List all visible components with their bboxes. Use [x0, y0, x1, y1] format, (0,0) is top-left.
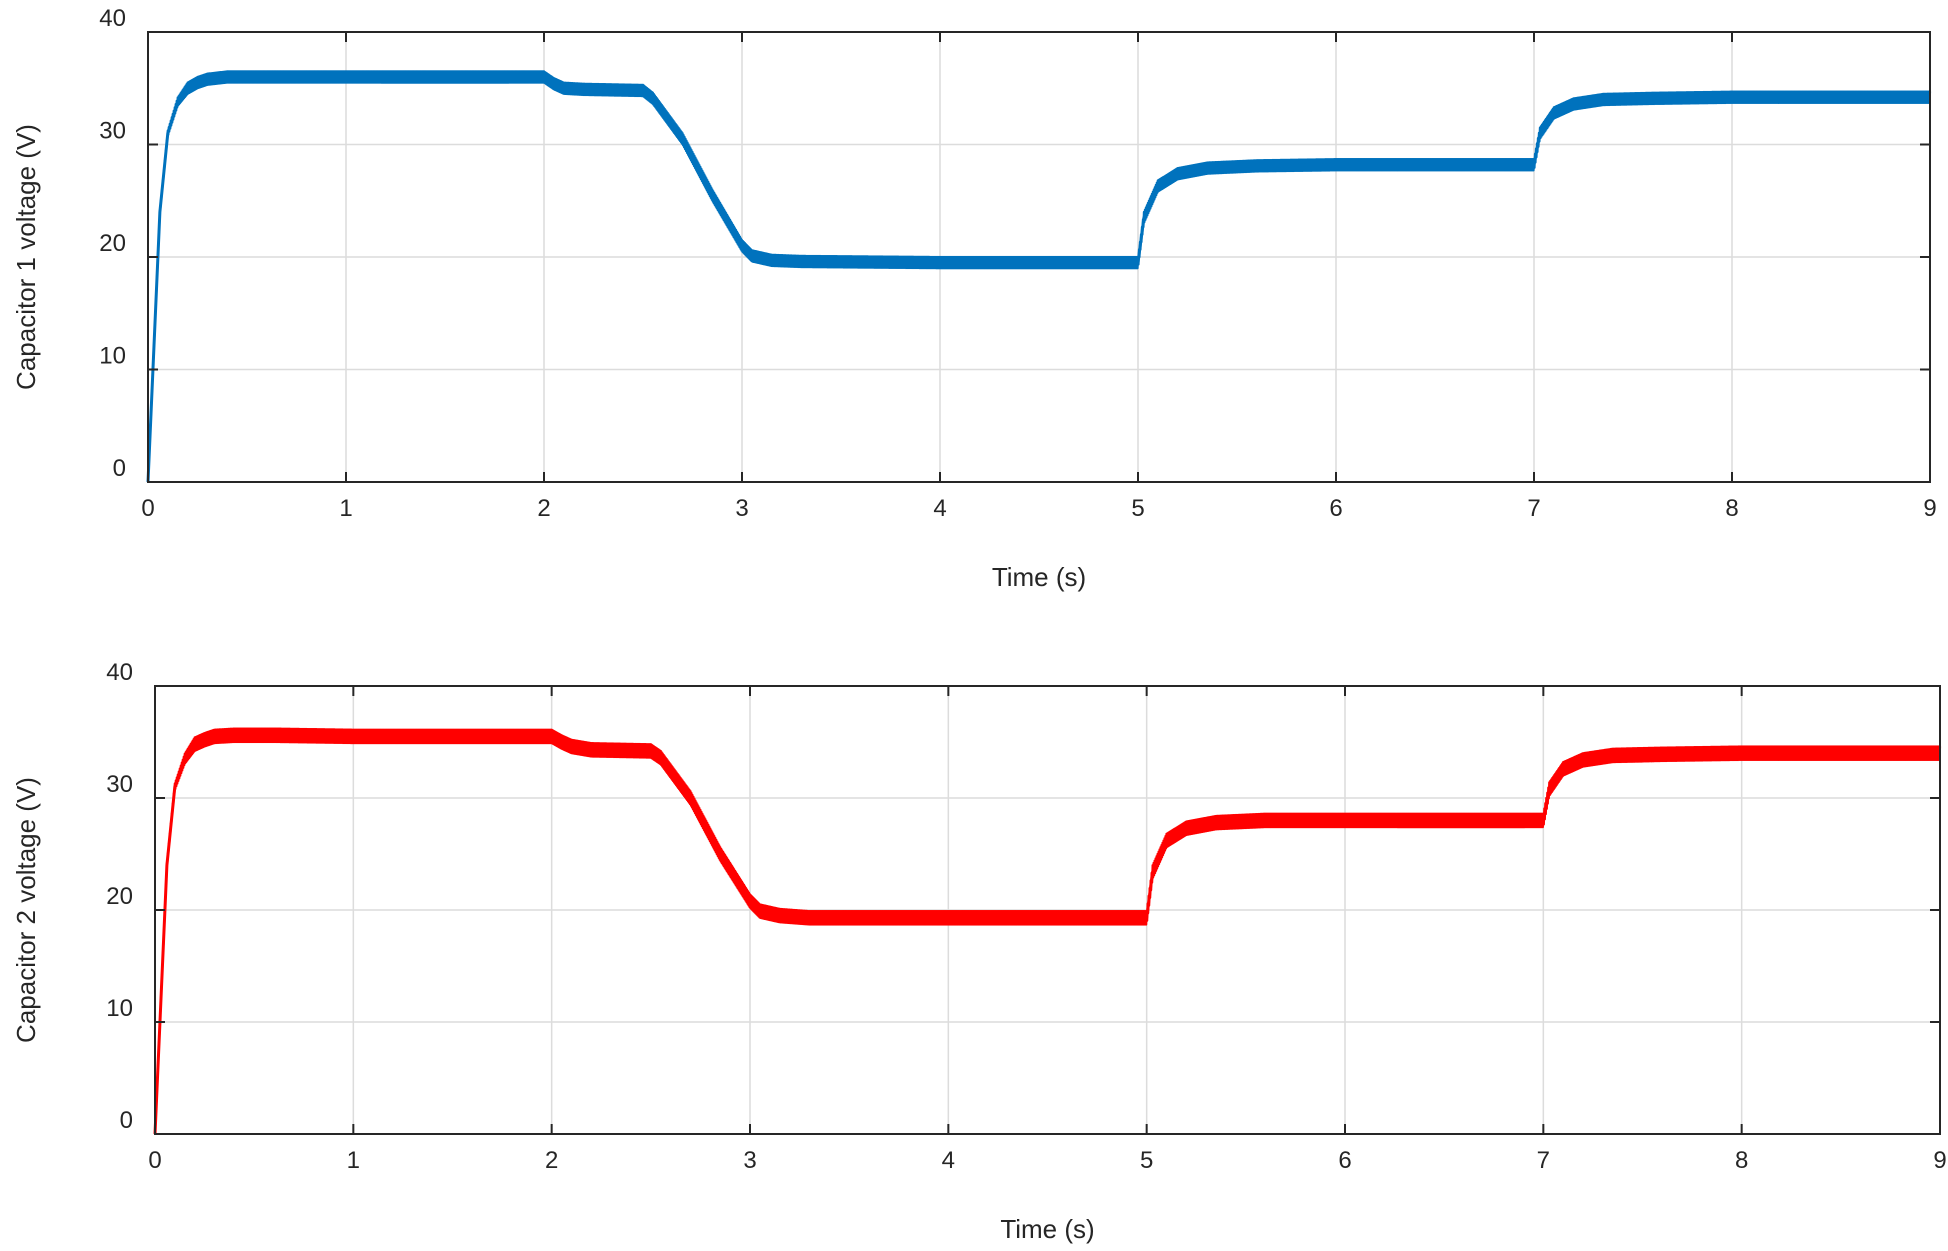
- y-tick-label: 30: [106, 771, 133, 798]
- x-tick-label: 8: [1725, 495, 1738, 522]
- y-tick-label: 40: [99, 5, 126, 32]
- y-tick-label: 0: [113, 455, 126, 482]
- capacitor-1-voltage-chart: 0 1 2 3 4 5 6 7 8 9 0 10 20 30 40 Time (s) Capacitor 1…: [11, 5, 1937, 592]
- x-tick-label: 5: [1131, 495, 1144, 522]
- x-tick-label: 4: [942, 1147, 955, 1174]
- y-tick-label: 20: [99, 230, 126, 257]
- y-axis-label: Capacitor 1 voltage (V): [11, 124, 41, 390]
- x-tick-label: 0: [141, 495, 154, 522]
- axis-ticks: 0 1 2 3 4 5 6 7 8 9 0 10 20 30 40: [106, 659, 1946, 1174]
- y-tick-label: 20: [106, 883, 133, 910]
- y-tick-label: 30: [99, 118, 126, 145]
- y-tick-label: 10: [99, 343, 126, 370]
- x-tick-label: 3: [735, 495, 748, 522]
- capacitor-2-voltage-trace: [153, 727, 1942, 1135]
- x-tick-label: 1: [339, 495, 352, 522]
- axis-ticks: 0 1 2 3 4 5 6 7 8 9 0 10 20 30 40: [99, 5, 1936, 522]
- x-axis-label: Time (s): [992, 562, 1086, 592]
- capacitor-2-voltage-chart: 0 1 2 3 4 5 6 7 8 9 0 10 20 30 40 Time (s) Capacitor 2…: [11, 659, 1947, 1244]
- y-tick-label: 10: [106, 995, 133, 1022]
- series-mean-line: [146, 75, 1930, 483]
- y-axis-label: Capacitor 2 voltage (V): [11, 777, 41, 1043]
- series-mean-line: [153, 733, 1940, 1135]
- x-tick-label: 7: [1537, 1147, 1550, 1174]
- x-axis-label: Time (s): [1000, 1214, 1094, 1244]
- x-tick-label: 3: [743, 1147, 756, 1174]
- x-tick-label: 4: [933, 495, 946, 522]
- y-tick-label: 40: [106, 659, 133, 686]
- x-tick-label: 6: [1329, 495, 1342, 522]
- x-tick-label: 2: [545, 1147, 558, 1174]
- x-tick-label: 2: [537, 495, 550, 522]
- series-line: [153, 727, 1942, 1135]
- x-tick-label: 6: [1338, 1147, 1351, 1174]
- x-tick-label: 8: [1735, 1147, 1748, 1174]
- x-tick-label: 0: [148, 1147, 161, 1174]
- series-line: [146, 70, 1932, 483]
- y-tick-label: 0: [120, 1107, 133, 1134]
- x-tick-label: 9: [1923, 495, 1936, 522]
- x-tick-label: 5: [1140, 1147, 1153, 1174]
- x-tick-label: 9: [1933, 1147, 1946, 1174]
- x-tick-label: 1: [347, 1147, 360, 1174]
- x-tick-label: 7: [1527, 495, 1540, 522]
- grid-lines: [155, 686, 1940, 1134]
- capacitor-1-voltage-trace: [146, 70, 1932, 483]
